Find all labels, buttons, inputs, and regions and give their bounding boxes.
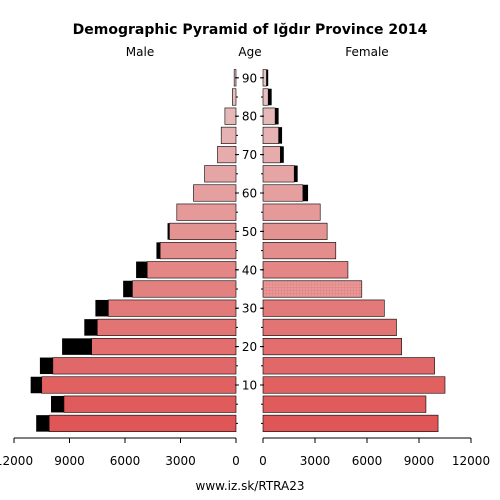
male-bar-70-74 bbox=[217, 146, 237, 164]
male-bar-5-9 bbox=[63, 395, 237, 413]
male-bar-0-4 bbox=[48, 414, 237, 432]
male-bar-80-84 bbox=[224, 107, 237, 125]
bars-layer bbox=[30, 69, 446, 432]
male-x-tick-label: 0 bbox=[232, 454, 240, 468]
male-bar-30-34 bbox=[108, 299, 237, 317]
male-bar-50-54 bbox=[169, 222, 237, 240]
female-bar-70-74 bbox=[262, 146, 281, 164]
male-excess-5-9 bbox=[51, 395, 64, 413]
male-excess-20-24 bbox=[62, 338, 92, 355]
age-tick-label: 10 bbox=[242, 379, 257, 393]
male-x-tick-label: 6000 bbox=[110, 454, 141, 468]
age-tick-label: 50 bbox=[242, 225, 257, 239]
chart-title: Demographic Pyramid of Iğdır Province 20… bbox=[73, 22, 428, 38]
female-bar-50-54 bbox=[262, 222, 328, 240]
female-bar-85-89 bbox=[262, 88, 269, 106]
female-x-tick-label: 12000 bbox=[452, 454, 490, 468]
male-excess-50-54 bbox=[167, 223, 170, 240]
male-bar-75-79 bbox=[220, 126, 237, 144]
female-excess-90-94 bbox=[266, 69, 269, 87]
female-excess-85-89 bbox=[268, 88, 272, 106]
male-bar-45-49 bbox=[159, 242, 237, 260]
age-tick-label: 40 bbox=[242, 263, 257, 277]
male-excess-45-49 bbox=[156, 242, 161, 259]
male-excess-25-29 bbox=[84, 319, 98, 336]
female-x-tick-label: 3000 bbox=[300, 454, 331, 468]
male-x-tick-label: 3000 bbox=[165, 454, 196, 468]
male-bar-55-59 bbox=[176, 203, 237, 221]
female-bar-0-4 bbox=[262, 414, 439, 432]
male-bar-10-14 bbox=[41, 376, 237, 394]
age-tick-label: 70 bbox=[242, 148, 257, 162]
male-excess-10-14 bbox=[30, 376, 42, 394]
female-bar-75-79 bbox=[262, 126, 279, 144]
male-excess-40-44 bbox=[136, 261, 148, 279]
male-excess-0-4 bbox=[36, 415, 50, 432]
female-excess-75-79 bbox=[278, 127, 283, 144]
female-bar-80-84 bbox=[262, 107, 276, 125]
male-bar-20-24 bbox=[91, 338, 237, 356]
male-excess-35-39 bbox=[123, 280, 133, 298]
male-bar-40-44 bbox=[146, 261, 237, 279]
female-excess-80-84 bbox=[275, 107, 279, 125]
female-bar-55-59 bbox=[262, 203, 321, 221]
male-excess-30-34 bbox=[95, 299, 109, 317]
female-x-tick-label: 9000 bbox=[404, 454, 435, 468]
male-bar-60-64 bbox=[193, 184, 237, 202]
age-tick-label: 80 bbox=[242, 110, 257, 124]
male-header: Male bbox=[126, 45, 154, 59]
female-bar-30-34 bbox=[262, 299, 385, 317]
male-x-tick-label: 9000 bbox=[54, 454, 85, 468]
male-bar-65-69 bbox=[204, 165, 237, 183]
female-x-tick-label: 0 bbox=[259, 454, 267, 468]
female-header: Female bbox=[345, 45, 388, 59]
source-label: www.iz.sk/RTRA23 bbox=[196, 479, 305, 493]
male-bar-35-39 bbox=[132, 280, 237, 298]
age-header: Age bbox=[238, 45, 261, 59]
age-tick-label: 60 bbox=[242, 187, 257, 201]
female-bar-65-69 bbox=[262, 165, 295, 183]
female-bar-35-39 bbox=[262, 280, 363, 298]
male-bar-25-29 bbox=[96, 318, 237, 336]
age-tick-label: 90 bbox=[242, 71, 257, 85]
female-x-tick-label: 6000 bbox=[352, 454, 383, 468]
female-bar-40-44 bbox=[262, 261, 349, 279]
female-bar-15-19 bbox=[262, 357, 435, 375]
age-tick-label: 20 bbox=[242, 340, 257, 354]
female-bar-45-49 bbox=[262, 242, 337, 260]
female-excess-65-69 bbox=[294, 165, 298, 183]
male-x-tick-label: 12000 bbox=[0, 454, 33, 468]
female-bar-25-29 bbox=[262, 318, 397, 336]
female-bar-60-64 bbox=[262, 184, 304, 202]
female-bar-10-14 bbox=[262, 376, 446, 394]
female-excess-70-74 bbox=[280, 146, 284, 163]
age-tick-label: 30 bbox=[242, 302, 257, 316]
female-bar-5-9 bbox=[262, 395, 427, 413]
female-excess-60-64 bbox=[302, 184, 309, 202]
male-bar-15-19 bbox=[52, 357, 237, 375]
male-excess-15-19 bbox=[39, 357, 53, 375]
axes-layer: 12000 9000 6000 3000 0 0 3000 6000 9000 12000 10 20… bbox=[0, 71, 490, 468]
female-bar-20-24 bbox=[262, 338, 402, 356]
male-bar-85-89 bbox=[232, 88, 237, 106]
